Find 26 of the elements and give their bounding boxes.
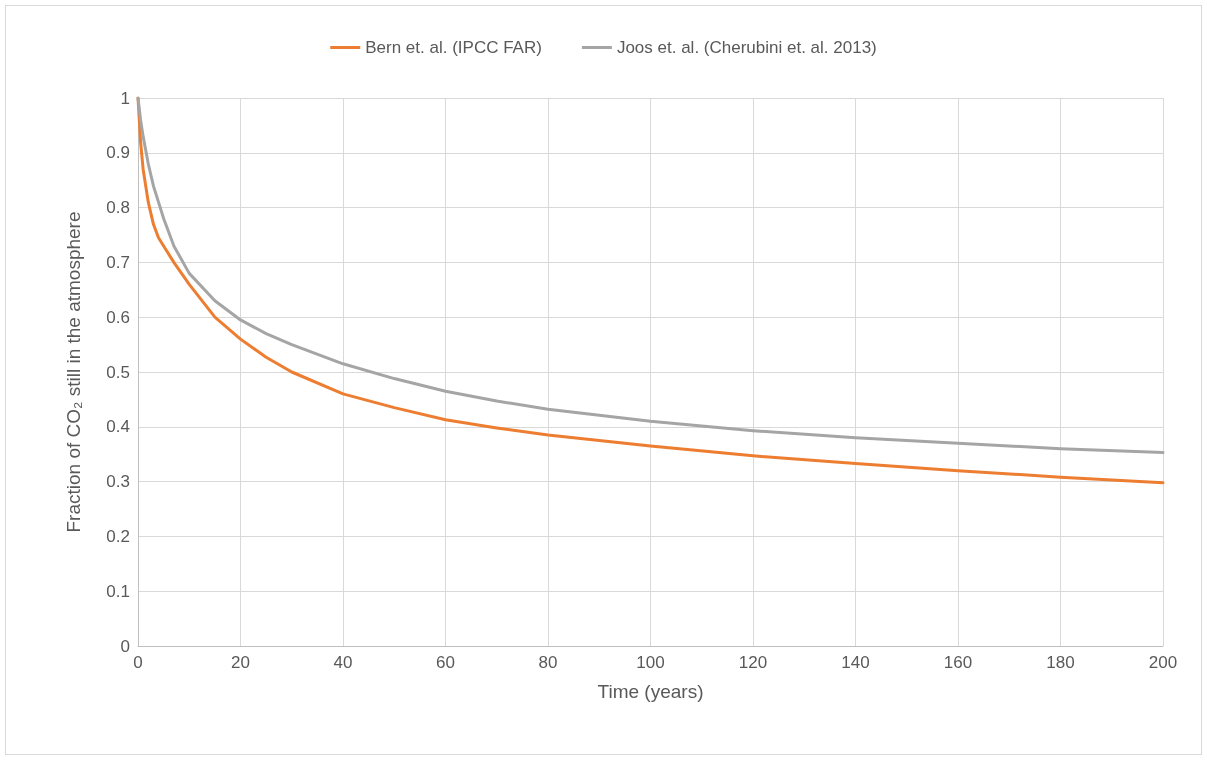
x-tick-label: 180 [1046,653,1075,672]
y-tick-label: 0.3 [106,472,130,492]
x-tick-label: 20 [231,653,250,672]
y-tick-label: 0.8 [106,198,130,218]
y-tick-label: 0.5 [106,362,130,382]
x-tick-label: 60 [436,653,455,672]
x-tick-label: 140 [841,653,870,672]
x-tick-label: 80 [538,653,558,672]
y-tick-label: 0.1 [106,581,130,601]
x-tick-label: 0 [133,653,143,672]
legend-label: Joos et. al. (Cherubini et. al. 2013) [616,38,877,57]
y-axis-title: Fraction of CO₂ still in the atmosphere [63,211,84,533]
y-tick-label: 0.7 [106,252,130,272]
x-tick-label: 200 [1148,653,1178,672]
y-tick-label: 0.4 [106,417,130,437]
y-tick-label: 0 [120,636,130,656]
y-tick-label: 0.6 [106,307,130,327]
x-tick-label: 160 [943,653,973,672]
x-axis-title: Time (years) [597,681,704,702]
y-tick-label: 0.2 [106,526,130,546]
y-tick-label: 0.9 [106,143,130,163]
x-tick-label: 40 [333,653,353,672]
x-tick-label: 120 [738,653,768,672]
x-tick-label: 100 [636,653,665,672]
y-tick-label: 1 [120,88,130,108]
legend-label: Bern et. al. (IPCC FAR) [365,38,542,57]
